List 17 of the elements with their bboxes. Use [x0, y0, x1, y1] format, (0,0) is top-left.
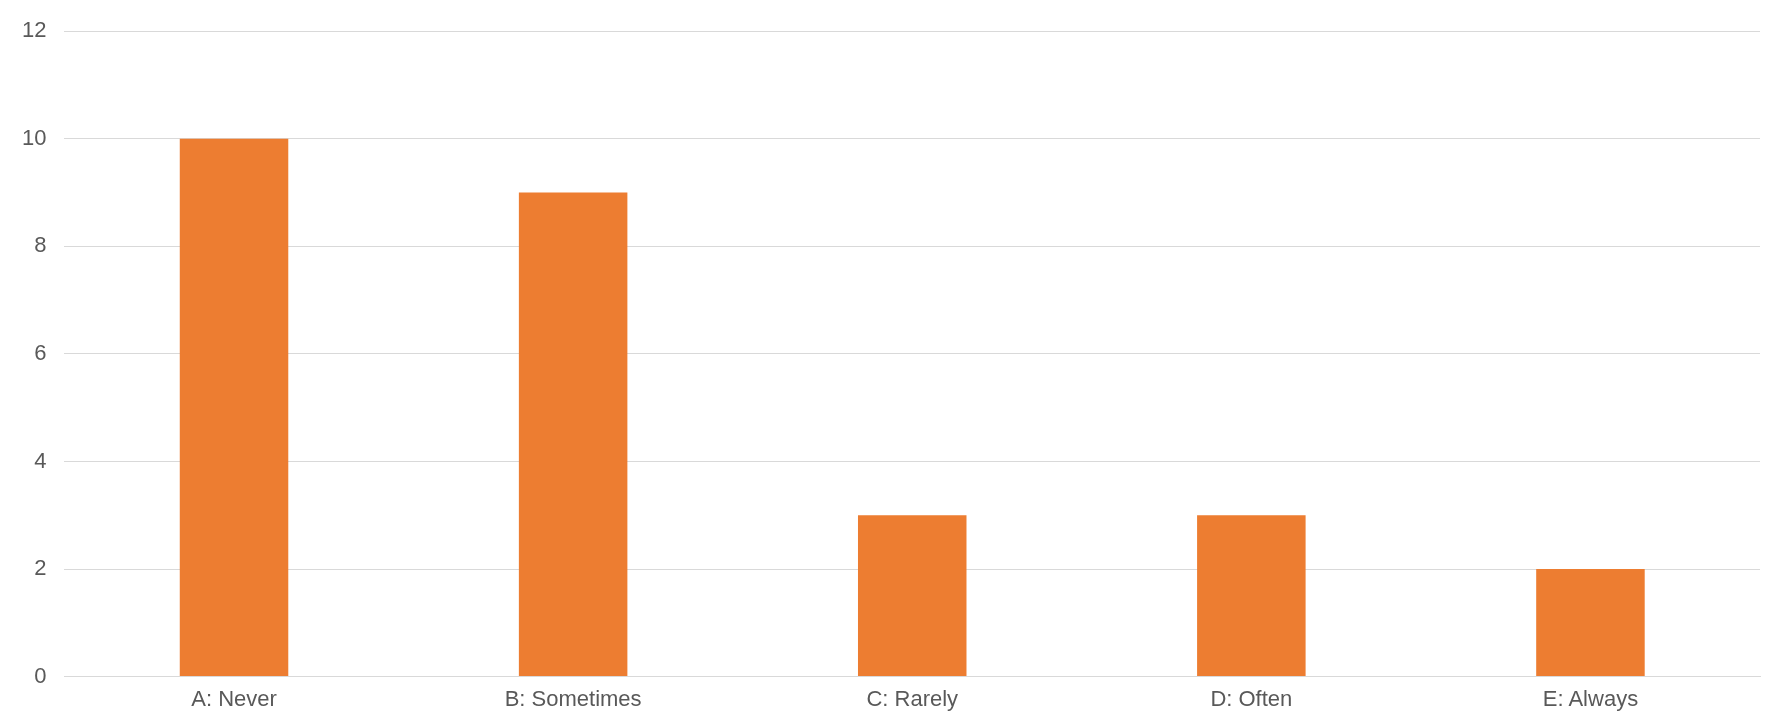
x-tick-label: E: Always [1542, 685, 1639, 711]
x-tick-label: D: Often [1210, 685, 1293, 711]
y-tick-label: 4 [34, 447, 47, 473]
y-tick-label: 6 [34, 339, 47, 365]
bar [179, 138, 289, 677]
y-tick-label: 12 [21, 17, 47, 43]
bar [1536, 569, 1645, 677]
bar [518, 192, 628, 677]
x-tick-label: B: Sometimes [504, 685, 642, 711]
bar [857, 515, 967, 677]
x-tick-label: C: Rarely [866, 685, 959, 711]
y-tick-label: 0 [34, 662, 47, 688]
y-tick-label: 2 [34, 555, 47, 581]
bar [1197, 515, 1306, 677]
x-tick-label: A: Never [191, 685, 277, 711]
y-tick-label: 10 [21, 124, 47, 150]
y-tick-label: 8 [34, 232, 47, 258]
